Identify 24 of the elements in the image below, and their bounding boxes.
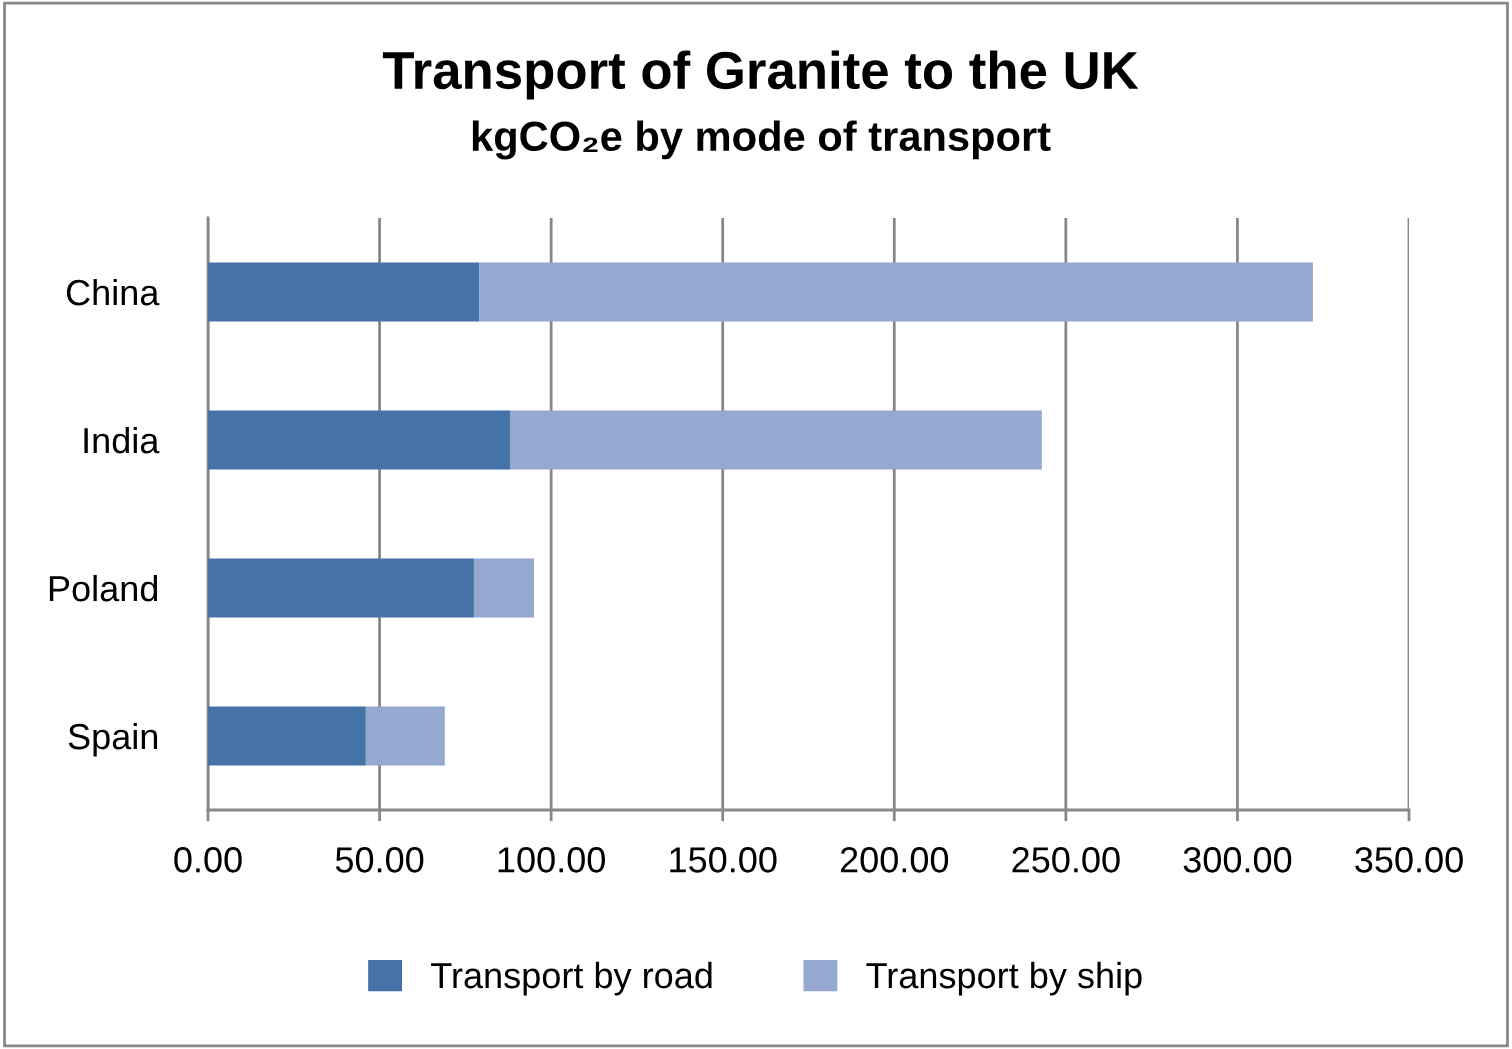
x-tick-label: 300.00 [1183,847,1292,873]
bar [208,706,366,766]
bar [208,410,510,470]
chart-title: Transport of Granite to the UK [382,50,1139,100]
y-tick-label: Poland [49,574,158,602]
bar [473,558,534,618]
chart-subtitle: kgCO₂e by mode of transport [472,120,1051,160]
x-tick-label: 50.00 [335,847,424,873]
y-tick-label: India [84,426,160,454]
bar [365,706,445,766]
x-tick-label: 250.00 [1012,847,1120,873]
x-tick-label: 100.00 [498,847,605,873]
legend-label: Transport by road [431,961,712,996]
legend-label: Transport by ship [866,961,1142,996]
x-tick-label: 200.00 [840,847,949,873]
bar [479,262,1313,322]
x-tick-label: 0.00 [174,847,242,873]
bar [509,410,1042,470]
bar [208,262,480,322]
x-tick-label: 150.00 [670,847,777,873]
bar [208,558,474,618]
x-tick-label: 350.00 [1355,847,1463,873]
y-tick-label: Spain [68,722,158,757]
y-tick-label: China [66,278,160,306]
